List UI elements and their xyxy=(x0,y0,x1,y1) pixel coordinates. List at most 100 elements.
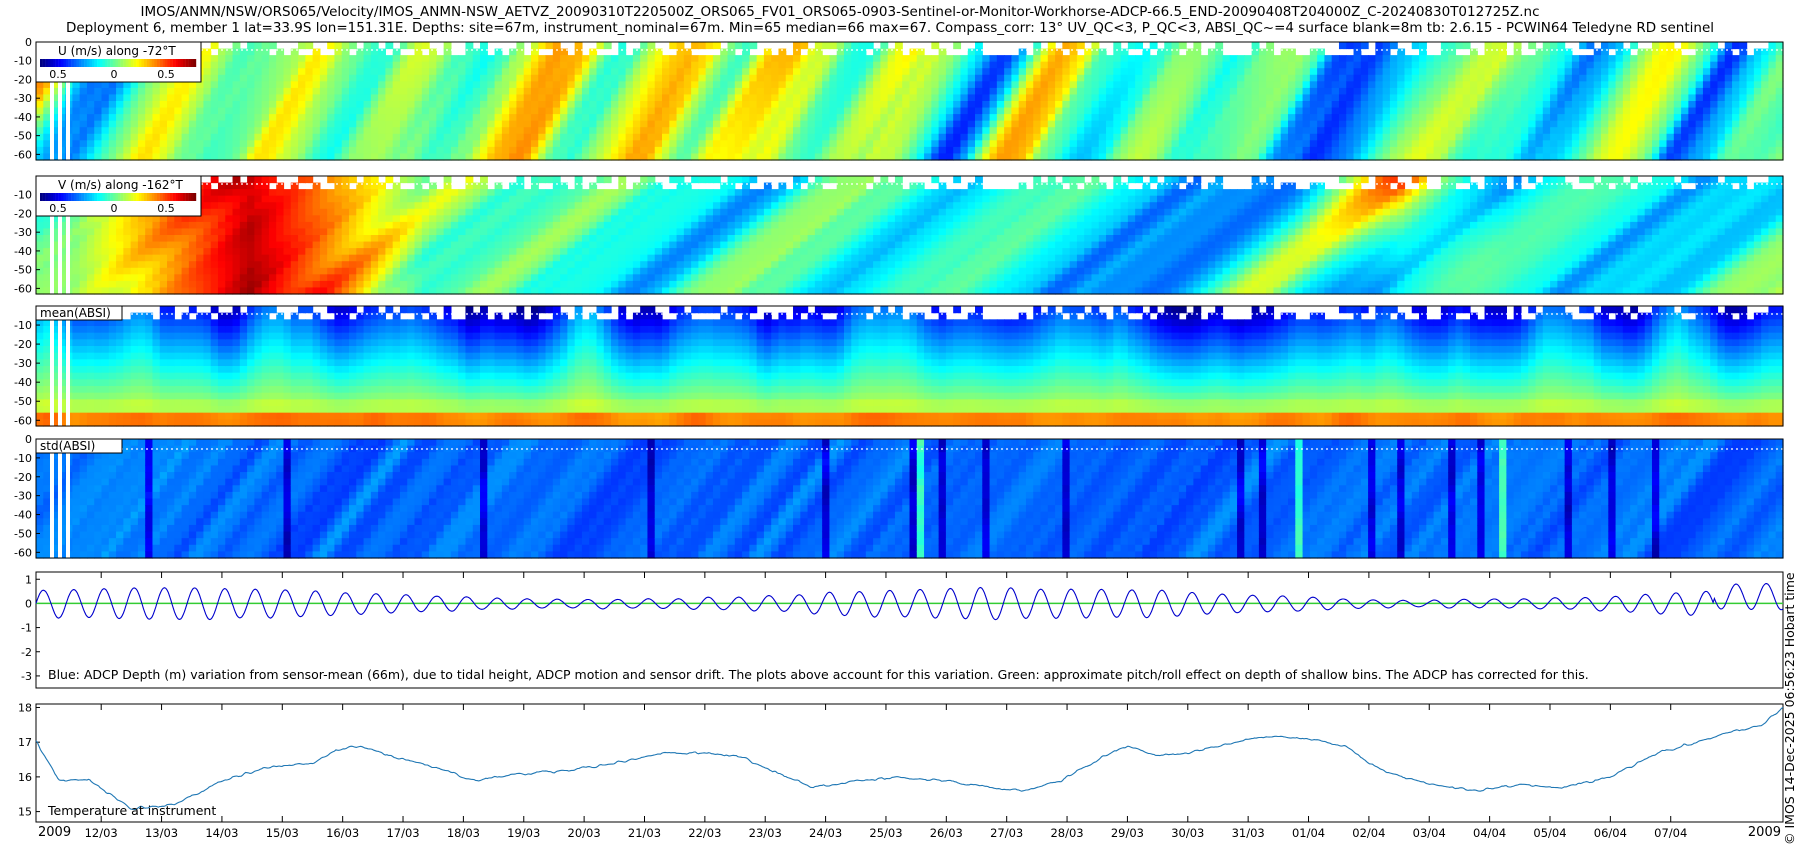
ytick-label: -40 xyxy=(14,376,32,389)
xtick-label: 06/04 xyxy=(1594,826,1627,840)
colorbar-cell xyxy=(177,193,181,201)
colorbar-cell xyxy=(115,193,119,201)
panel-6-frame xyxy=(35,703,1784,823)
colorbar-cell xyxy=(112,193,116,201)
data-gap xyxy=(58,439,62,558)
ytick-label: -20 xyxy=(14,471,32,484)
colorbar-cell xyxy=(55,193,59,201)
colorbar-cell xyxy=(89,193,93,201)
colorbar-cell xyxy=(164,193,168,201)
colorbar-cell xyxy=(45,193,48,201)
data-gap xyxy=(50,439,54,558)
xtick-label: 18/03 xyxy=(447,826,480,840)
colorbar-cell xyxy=(42,59,46,67)
heatmap-1 xyxy=(36,42,1784,161)
colorbar-cell xyxy=(53,59,56,67)
data-gap xyxy=(66,176,70,294)
colorbar-cell xyxy=(110,193,113,201)
colorbar-cell xyxy=(45,59,48,67)
colorbar-cell xyxy=(180,193,184,201)
colorbar-cell xyxy=(159,193,163,201)
ytick-label: -40 xyxy=(14,245,32,258)
panel-2-frame xyxy=(35,175,1784,295)
colorbar-tick: 0.5 xyxy=(157,202,175,215)
ytick-label: 0 xyxy=(25,597,32,610)
heatmap-2 xyxy=(36,176,1784,295)
colorbar-cell xyxy=(141,59,145,67)
colorbar-cell xyxy=(107,59,111,67)
colorbar-cell xyxy=(157,193,160,201)
colorbar-cell xyxy=(40,193,43,201)
ytick-label: 0 xyxy=(25,433,32,446)
colorbar-cell xyxy=(58,59,61,67)
colorbar-cell xyxy=(177,59,181,67)
ytick-label: 15 xyxy=(18,806,32,819)
ytick-label: -20 xyxy=(14,207,32,220)
ytick-label: -60 xyxy=(14,282,32,295)
xtick-label: 22/03 xyxy=(688,826,721,840)
colorbar-tick: 0.5 xyxy=(49,68,67,81)
colorbar-cell xyxy=(60,193,64,201)
colorbar-cell xyxy=(73,193,77,201)
colorbar-cell xyxy=(172,59,176,67)
colorbar-cell xyxy=(105,59,108,67)
colorbar-tick: 0 xyxy=(111,68,118,81)
colorbar-cell xyxy=(146,59,150,67)
colorbar-cell xyxy=(112,59,116,67)
xtick-label: 12/03 xyxy=(85,826,118,840)
xtick-label: 01/04 xyxy=(1292,826,1325,840)
colorbar-cell xyxy=(66,59,69,67)
colorbar-cell xyxy=(183,59,186,67)
ytick-label: -10 xyxy=(14,189,32,202)
data-gap xyxy=(66,439,70,558)
legend-title: mean(ABSI) xyxy=(40,306,111,320)
panel-3-frame xyxy=(35,305,1784,427)
ytick-label: -2 xyxy=(21,646,32,659)
colorbar-cell xyxy=(144,193,147,201)
colorbar-cell xyxy=(60,59,64,67)
colorbar-cell xyxy=(154,193,158,201)
ytick-label: -1 xyxy=(21,622,32,635)
colorbar-cell xyxy=(92,59,95,67)
data-gap xyxy=(66,306,70,426)
heatmap-3 xyxy=(36,306,1784,427)
colorbar-cell xyxy=(128,193,132,201)
colorbar-cell xyxy=(86,193,90,201)
colorbar-cell xyxy=(86,59,90,67)
colorbar-cell xyxy=(188,59,191,67)
legend-box xyxy=(35,305,123,321)
colorbar-cell xyxy=(190,59,194,67)
data-gap xyxy=(58,176,62,294)
ytick-label: -30 xyxy=(14,92,32,105)
colorbar-tick: 0 xyxy=(111,202,118,215)
colorbar-cell xyxy=(138,59,142,67)
colorbar-cell xyxy=(123,59,126,67)
colorbar-cell xyxy=(99,193,103,201)
colorbar-cell xyxy=(50,59,54,67)
data-gap xyxy=(50,306,54,426)
colorbar-cell xyxy=(162,193,165,201)
colorbar-cell xyxy=(125,59,129,67)
ytick-label: -10 xyxy=(14,452,32,465)
colorbar-cell xyxy=(185,59,189,67)
temperature-annotation: Temperature at instrument xyxy=(47,803,216,818)
colorbar-cell xyxy=(79,193,82,201)
colorbar-cell xyxy=(175,59,178,67)
figure-title-line2: Deployment 6, member 1 lat=33.9S lon=151… xyxy=(65,20,1715,36)
colorbar-cell xyxy=(99,59,103,67)
xtick-label: 16/03 xyxy=(326,826,359,840)
colorbar-cell xyxy=(40,59,43,67)
colorbar-cell xyxy=(76,193,80,201)
xtick-label: 20/03 xyxy=(568,826,601,840)
colorbar-tick: 0.5 xyxy=(49,202,67,215)
ytick-label: -10 xyxy=(14,319,32,332)
colorbar-cell xyxy=(170,193,173,201)
ytick-label: -60 xyxy=(14,546,32,559)
xtick-label: 25/03 xyxy=(869,826,902,840)
colorbar-cell xyxy=(185,193,189,201)
colorbar-cell xyxy=(63,193,67,201)
xtick-label: 28/03 xyxy=(1050,826,1083,840)
colorbar-cell xyxy=(149,59,152,67)
colorbar-cell xyxy=(151,193,155,201)
colorbar-cell xyxy=(76,59,80,67)
